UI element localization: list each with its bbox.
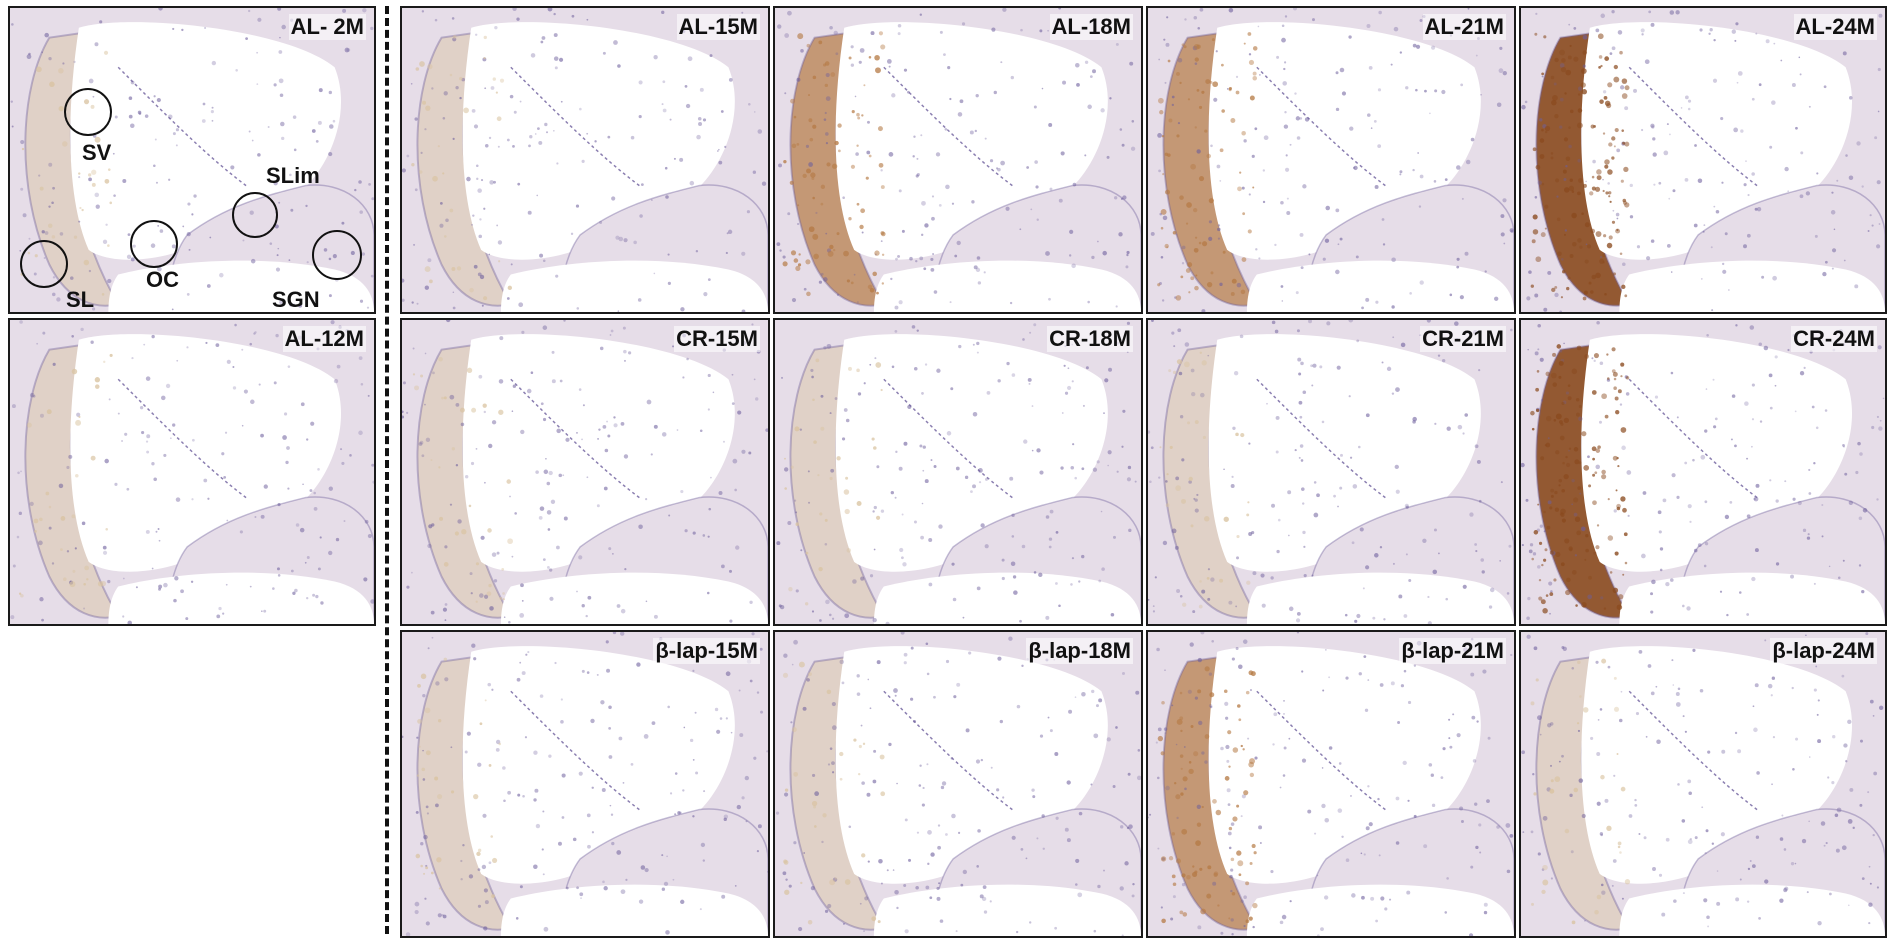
panel-label: CR-24M <box>1791 326 1877 352</box>
panel-al-18m: AL-18M <box>773 6 1143 314</box>
panel-cr-21m: CR-21M <box>1146 318 1516 626</box>
roi-oc-circle <box>130 220 178 268</box>
panel-label: β-lap-15M <box>653 638 760 664</box>
tissue-section <box>1521 8 1885 312</box>
region-label-sv: SV <box>82 140 112 165</box>
panel-cr-18m: CR-18M <box>773 318 1143 626</box>
panel-al-2m: AL- 2M SV SLim SL OC SGN <box>8 6 376 314</box>
region-label-sgn: SGN <box>272 287 320 312</box>
panel-label: CR-21M <box>1420 326 1506 352</box>
tissue-section <box>1148 8 1514 312</box>
panel-cr-15m: CR-15M <box>400 318 770 626</box>
tissue-section <box>1521 632 1885 936</box>
roi-sl-circle <box>20 240 68 288</box>
panel-label: AL-24M <box>1793 14 1877 40</box>
panel-cr-24m: CR-24M <box>1519 318 1887 626</box>
dashed-divider <box>385 6 389 934</box>
tissue-section <box>402 632 768 936</box>
panel-blap-18m: β-lap-18M <box>773 630 1143 938</box>
panel-label: β-lap-21M <box>1399 638 1506 664</box>
region-label-slim: SLim <box>266 163 320 188</box>
tissue-section <box>1148 632 1514 936</box>
panel-label: CR-18M <box>1047 326 1133 352</box>
panel-label: AL-18M <box>1049 14 1133 40</box>
region-label-sl: SL <box>66 287 95 312</box>
tissue-section <box>402 320 768 624</box>
roi-sv-circle <box>64 88 112 136</box>
panel-label: β-lap-24M <box>1770 638 1877 664</box>
panel-blap-21m: β-lap-21M <box>1146 630 1516 938</box>
panel-al-24m: AL-24M <box>1519 6 1887 314</box>
panel-blap-24m: β-lap-24M <box>1519 630 1887 938</box>
panel-label: AL- 2M <box>288 14 366 40</box>
tissue-section <box>775 632 1141 936</box>
panel-al-21m: AL-21M <box>1146 6 1516 314</box>
roi-slim-circle <box>232 192 278 238</box>
panel-label: β-lap-18M <box>1026 638 1133 664</box>
roi-sgn-circle <box>312 230 362 280</box>
region-label-oc: OC <box>146 267 179 292</box>
panel-label: CR-15M <box>674 326 760 352</box>
panel-label: AL-15M <box>676 14 760 40</box>
panel-al-12m: AL-12M <box>8 318 376 626</box>
tissue-section <box>10 320 374 624</box>
tissue-section <box>402 8 768 312</box>
tissue-section <box>775 320 1141 624</box>
panel-blap-15m: β-lap-15M <box>400 630 770 938</box>
panel-label: AL-12M <box>282 326 366 352</box>
panel-label: AL-21M <box>1422 14 1506 40</box>
tissue-section <box>1521 320 1885 624</box>
panel-al-15m: AL-15M <box>400 6 770 314</box>
tissue-section <box>1148 320 1514 624</box>
tissue-section <box>775 8 1141 312</box>
